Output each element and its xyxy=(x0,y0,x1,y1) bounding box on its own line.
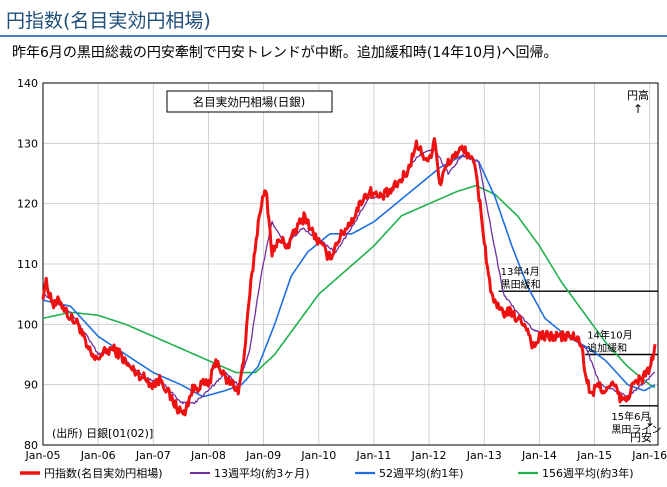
y-tick-label: 100 xyxy=(17,318,38,331)
legend-label: 52週平均(約1年) xyxy=(379,466,464,480)
x-axis-ticks: Jan-05 Jan-06 Jan-07 Jan-08 Jan-09 Jan-10 Jan-… xyxy=(25,449,667,462)
arrow-down-icon: ↓ xyxy=(645,415,655,429)
x-tick-label: Jan-08 xyxy=(190,449,226,462)
y-tick-label: 130 xyxy=(17,137,38,150)
corner-label-yen-strong: 円高 xyxy=(627,88,649,102)
x-tick-label: Jan-11 xyxy=(355,449,391,462)
series-line-3 xyxy=(42,184,656,389)
corner-label-yen-weak: 円安 xyxy=(630,430,652,444)
chart-legend: 円指数(名目実効円相場) 13週平均(約3ヶ月) 52週平均(約1年) 156週平均(… xyxy=(20,466,634,480)
reference-lines xyxy=(498,290,658,407)
page-subtitle: 昨年6月の黒田総裁の円安牽制で円安トレンドが中断。追加緩和時(14年10月)へ回… xyxy=(12,45,558,61)
annotation-label: 追加緩和 xyxy=(587,342,627,355)
y-tick-label: 140 xyxy=(17,77,38,90)
title-divider xyxy=(0,35,667,37)
x-tick-label: Jan-10 xyxy=(300,449,336,462)
source-note: (出所) 日銀[01(02)] xyxy=(52,426,153,440)
series-line-2 xyxy=(42,154,656,398)
annotation-label: 13年4月 xyxy=(501,265,540,278)
y-tick-label: 80 xyxy=(24,439,38,452)
legend-label: 156週平均(約3年) xyxy=(542,466,634,480)
x-tick-label: Jan-15 xyxy=(576,449,612,462)
annotation-label: 黒田ライン xyxy=(611,424,661,436)
x-tick-label: Jan-14 xyxy=(521,449,557,462)
series-line-0 xyxy=(41,137,657,417)
arrow-up-icon: ↑ xyxy=(633,102,643,116)
x-tick-label: Jan-06 xyxy=(80,449,116,462)
legend-label: 円指数(名目実効円相場) xyxy=(44,466,163,480)
x-tick-label: Jan-05 xyxy=(25,449,61,462)
chart-title-box xyxy=(166,90,333,113)
series-lines xyxy=(41,137,657,417)
chart-title: 名目実効円相場(日銀) xyxy=(193,95,305,109)
x-tick-label: Jan-09 xyxy=(245,449,281,462)
series-line-1 xyxy=(42,149,656,405)
x-tick-label: Jan-12 xyxy=(411,449,447,462)
annotation-label: 14年10月 xyxy=(587,329,632,342)
annotation-label: 黒田緩和 xyxy=(501,278,541,291)
x-tick-label: Jan-07 xyxy=(135,449,171,462)
x-tick-label: Jan-13 xyxy=(466,449,502,462)
chart-gridlines xyxy=(43,83,658,445)
legend-label: 13週平均(約3ヶ月) xyxy=(214,466,310,480)
y-tick-label: 90 xyxy=(24,379,38,392)
y-tick-label: 110 xyxy=(17,258,38,271)
x-tick-label: Jan-16 xyxy=(631,449,667,462)
y-tick-label: 120 xyxy=(17,198,38,211)
annotation-label: 15年6月 xyxy=(611,410,650,423)
plot-area-border xyxy=(42,82,659,446)
page-title: 円指数(名目実効円相場) xyxy=(6,10,211,32)
y-axis-ticks: 80 90 100 110 120 130 140 xyxy=(17,77,38,452)
